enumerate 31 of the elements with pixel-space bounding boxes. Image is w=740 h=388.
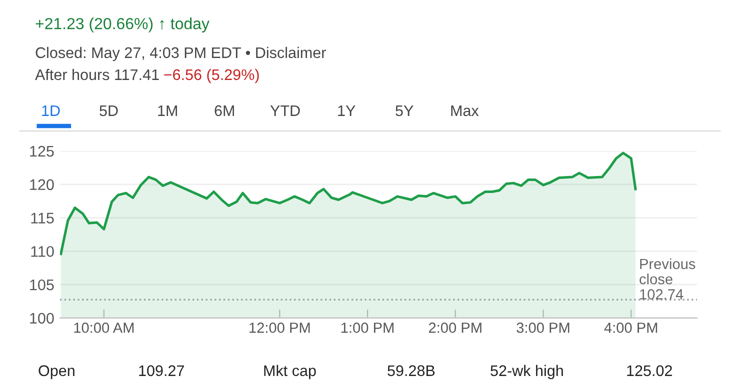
x-tick-label: 1:00 PM <box>341 322 394 333</box>
x-tick-label: 3:00 PM <box>516 322 570 333</box>
text: 109.27 <box>139 365 184 376</box>
ref-line-label: Previous close 102.74 <box>640 258 696 300</box>
y-tick-label: 115 <box>31 212 54 224</box>
x-tick-label: 2:00 PM <box>428 322 482 333</box>
text: 1Y <box>338 105 356 116</box>
x-tick-label: 12:00 PM <box>250 322 310 333</box>
y-tick-label: 105 <box>30 279 54 290</box>
text: 1D <box>42 105 60 116</box>
x-tick-label: 4:00 PM <box>604 322 658 333</box>
x-tick-label: 10:00 AM <box>74 322 134 333</box>
text: 1M <box>158 105 177 116</box>
text: Closed: May 27, 4:03 PM EDT • Disclaimer <box>36 46 326 62</box>
text: 5D <box>100 105 118 116</box>
text: +21.23 (20.66%) ↑ today <box>36 18 210 32</box>
text: Open <box>38 365 74 380</box>
y-tick-label: 110 <box>31 246 54 257</box>
y-tick-label: 100 <box>30 312 54 324</box>
text: Max <box>451 105 479 116</box>
text: Mkt cap <box>264 364 316 380</box>
text: 59.28B <box>388 365 435 376</box>
text: 125.02 <box>627 365 672 376</box>
y-tick-label: 120 <box>30 179 54 190</box>
text: 52-wk high <box>490 364 563 380</box>
text: YTD <box>270 105 300 116</box>
text: 5Y <box>396 105 414 116</box>
text: −6.56 (5.29%) <box>164 68 259 84</box>
y-tick-label: 125 <box>30 146 54 157</box>
text: After hours 117.41 <box>35 68 159 80</box>
text: 6M <box>214 105 234 116</box>
